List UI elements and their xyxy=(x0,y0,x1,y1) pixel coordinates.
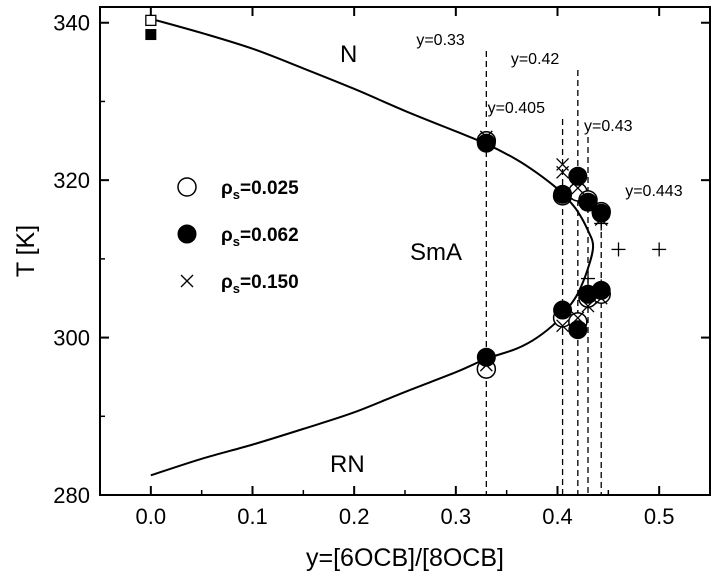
region-label-rn: RN xyxy=(330,451,365,478)
y-tick-label: 300 xyxy=(53,326,90,351)
y-tick-label: 340 xyxy=(53,11,90,36)
legend-label: ρs=0.062 xyxy=(221,225,299,249)
filled-circle-point xyxy=(476,347,496,367)
cross-point xyxy=(556,319,570,333)
filled-circle-point xyxy=(553,300,573,320)
cross-point xyxy=(479,358,493,372)
filled-circle-point xyxy=(568,166,588,186)
cross-point xyxy=(571,181,585,195)
data-markers xyxy=(145,14,667,379)
composition-line-label: y=0.405 xyxy=(488,100,545,117)
x-axis: 0.0 0.1 0.2 0.3 0.4 0.5 xyxy=(99,7,711,529)
legend-marker-filled-circle xyxy=(177,224,197,244)
cross-point xyxy=(479,130,493,144)
y-axis-title: T [K] xyxy=(12,225,40,277)
plot-area xyxy=(145,14,667,495)
legend-marker-cross xyxy=(180,274,194,288)
x-tick-label: 0.2 xyxy=(339,504,370,529)
cross-point xyxy=(556,165,570,179)
legend-label: ρs=0.025 xyxy=(221,178,299,202)
plus-point xyxy=(611,242,626,257)
plus-point xyxy=(652,242,667,257)
composition-line-label: y=0.43 xyxy=(584,118,633,135)
legend-label: ρs=0.150 xyxy=(221,272,299,296)
composition-line-label: y=0.443 xyxy=(625,183,682,200)
filled-circle-point xyxy=(553,184,573,204)
plus-point xyxy=(581,271,595,286)
cross-point xyxy=(594,291,608,305)
x-axis-title: y=[6OCB]/[8OCB] xyxy=(306,544,504,572)
filled-square-point xyxy=(145,29,157,41)
x-tick-label: 0.0 xyxy=(136,504,167,529)
region-label-n: N xyxy=(340,41,357,68)
filled-circle-point xyxy=(476,133,496,153)
filled-circle-point xyxy=(591,280,611,300)
x-tick-label: 0.4 xyxy=(542,504,573,529)
legend: ρs=0.025 ρs=0.062 ρs=0.150 xyxy=(177,177,299,296)
y-axis: 280 300 320 340 xyxy=(53,11,710,508)
composition-line-labels: y=0.33 y=0.405 y=0.42 y=0.43 y=0.443 xyxy=(416,32,682,200)
filled-circle-point xyxy=(568,320,588,340)
y-tick-label: 320 xyxy=(53,168,90,193)
region-label-sma: SmA xyxy=(410,239,462,266)
x-tick-label: 0.1 xyxy=(237,504,268,529)
x-tick-label: 0.5 xyxy=(644,504,675,529)
cross-point xyxy=(581,299,595,313)
x-tick-label: 0.3 xyxy=(441,504,472,529)
open-square-point xyxy=(145,14,157,27)
composition-line-label: y=0.42 xyxy=(511,51,560,68)
legend-marker-open-circle xyxy=(177,177,197,197)
filled-circle-point xyxy=(591,203,611,223)
cross-point xyxy=(581,197,595,211)
composition-line-label: y=0.33 xyxy=(416,32,465,49)
phase-boundary-curve xyxy=(150,17,595,477)
y-tick-label: 280 xyxy=(53,483,90,508)
cross-point xyxy=(571,311,585,325)
filled-circle-point xyxy=(578,192,598,212)
composition-lines xyxy=(485,51,602,495)
cross-point xyxy=(594,213,608,226)
